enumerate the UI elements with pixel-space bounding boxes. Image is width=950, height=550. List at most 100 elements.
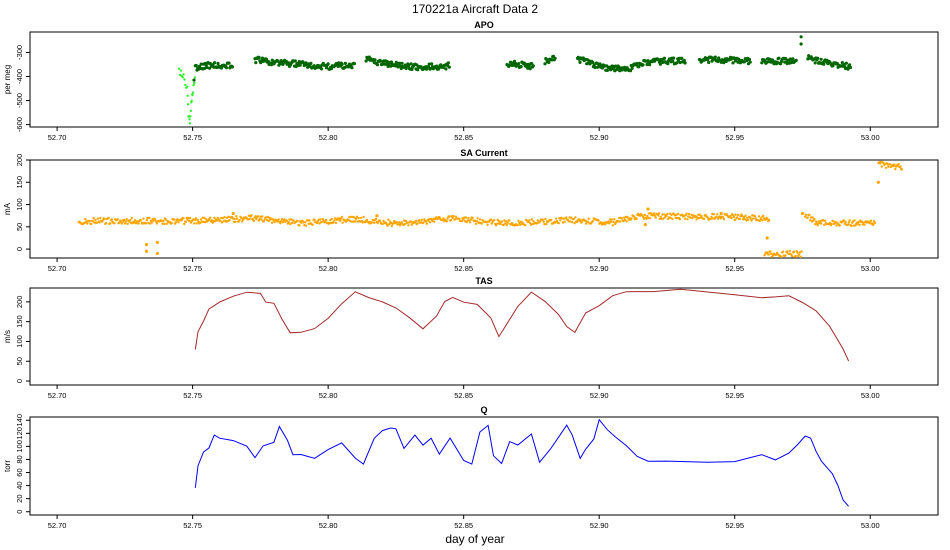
- data-point: [390, 224, 393, 228]
- data-point: [716, 217, 720, 220]
- data-point: [716, 213, 719, 216]
- data-point: [791, 57, 795, 61]
- data-point: [292, 219, 295, 222]
- x-tick-label: 52.80: [319, 264, 338, 273]
- x-tick-label: 53.00: [861, 521, 880, 530]
- x-tick-label: 52.90: [590, 521, 609, 530]
- data-point: [378, 219, 382, 223]
- data-point: [142, 217, 145, 220]
- data-point: [281, 221, 285, 224]
- data-point: [730, 216, 733, 220]
- data-point: [887, 165, 890, 168]
- data-point: [340, 62, 344, 66]
- data-segment: [543, 54, 557, 66]
- data-point: [573, 222, 576, 225]
- data-point: [185, 216, 188, 220]
- data-point: [375, 214, 379, 218]
- data-point: [164, 218, 168, 221]
- data-point: [586, 220, 590, 223]
- data-point: [593, 65, 597, 70]
- data-point: [591, 220, 594, 223]
- data-point: [407, 224, 410, 227]
- data-point: [393, 219, 396, 223]
- data-point: [609, 220, 613, 223]
- data-point: [809, 219, 812, 222]
- data-point: [293, 59, 297, 63]
- data-point: [649, 211, 652, 215]
- data-point: [227, 61, 231, 65]
- data-point: [848, 63, 852, 67]
- data-point: [341, 221, 344, 224]
- data-point: [813, 217, 816, 221]
- data-point: [269, 63, 274, 67]
- data-point: [750, 219, 753, 222]
- data-point: [85, 222, 89, 225]
- data-point: [886, 163, 889, 166]
- data-point: [213, 216, 216, 220]
- y-tick-label: -500: [15, 93, 24, 108]
- data-point: [148, 222, 152, 225]
- data-point: [338, 217, 341, 220]
- data-point: [420, 218, 423, 221]
- data-point: [146, 216, 149, 220]
- data-point: [543, 222, 546, 226]
- x-tick-label: 52.95: [725, 521, 744, 530]
- data-point: [738, 217, 741, 221]
- data-point: [695, 218, 698, 221]
- data-segment: [253, 55, 356, 71]
- data-point: [478, 218, 482, 221]
- data-point: [182, 73, 185, 76]
- data-point: [858, 223, 861, 227]
- data-point: [767, 218, 771, 222]
- data-point: [897, 162, 900, 166]
- data-point: [399, 66, 403, 71]
- data-point: [170, 222, 173, 225]
- data-point: [91, 220, 95, 223]
- y-tick-label: 200: [15, 154, 24, 167]
- data-point: [398, 224, 402, 227]
- data-point: [144, 243, 149, 247]
- data-point: [496, 218, 499, 222]
- data-point: [736, 216, 739, 219]
- data-point: [719, 211, 723, 216]
- data-point: [233, 217, 236, 221]
- data-point: [241, 218, 245, 221]
- data-point: [799, 42, 803, 46]
- data-point: [834, 220, 837, 224]
- data-point: [860, 220, 864, 223]
- data-point: [869, 219, 873, 222]
- data-point: [717, 56, 721, 60]
- data-point: [199, 62, 203, 66]
- data-point: [480, 222, 483, 225]
- data-point: [319, 218, 322, 221]
- data-point: [224, 66, 229, 70]
- data-point: [409, 62, 413, 66]
- data-point: [180, 219, 183, 222]
- data-point: [179, 69, 183, 72]
- data-point: [469, 218, 473, 221]
- y-tick-label: -600: [15, 117, 24, 132]
- data-point: [635, 217, 638, 220]
- data-point: [884, 166, 888, 169]
- x-tick-label: 52.90: [590, 133, 609, 142]
- data-point: [373, 58, 377, 62]
- data-point: [270, 221, 274, 224]
- data-point: [334, 217, 337, 220]
- data-point: [416, 222, 419, 225]
- data-point: [204, 218, 208, 221]
- data-point: [498, 220, 501, 223]
- data-point: [490, 222, 493, 225]
- data-point: [193, 76, 197, 79]
- data-point: [799, 255, 802, 259]
- data-point: [579, 218, 582, 221]
- data-point: [808, 213, 811, 217]
- data-point: [893, 163, 896, 166]
- data-point: [148, 216, 151, 220]
- data-point: [854, 224, 857, 227]
- data-point: [806, 216, 809, 219]
- data-point: [781, 250, 785, 253]
- main-title: 170221a Aircraft Data 2: [412, 2, 538, 16]
- plot-frame: [29, 31, 939, 128]
- data-point: [683, 217, 687, 220]
- data-segment: [804, 213, 877, 228]
